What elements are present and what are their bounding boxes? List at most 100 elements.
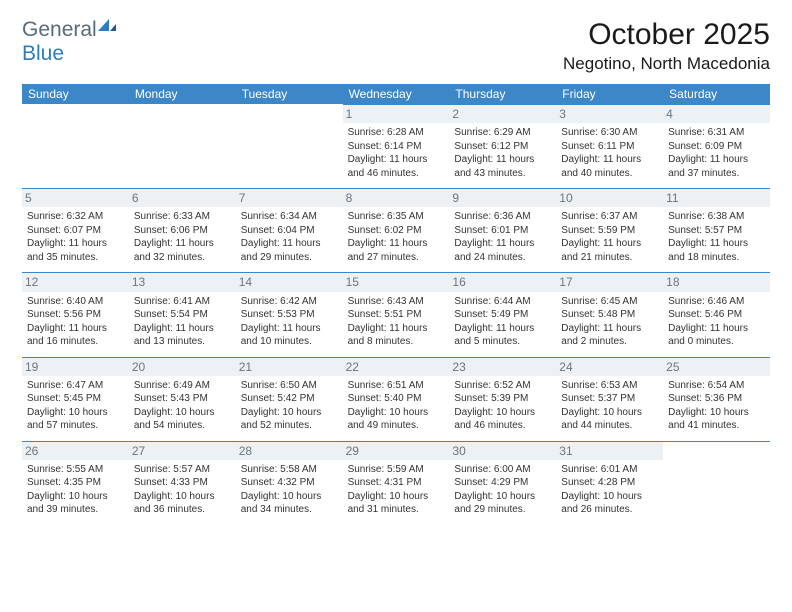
day-number: 10 <box>556 189 663 207</box>
sunrise-line: Sunrise: 6:46 AM <box>668 295 765 309</box>
sunrise-line: Sunrise: 6:30 AM <box>561 126 658 140</box>
sunset-line: Sunset: 4:31 PM <box>348 476 445 490</box>
sunrise-line: Sunrise: 6:00 AM <box>454 463 551 477</box>
sunset-line: Sunset: 6:02 PM <box>348 224 445 238</box>
day-cell: 11Sunrise: 6:38 AMSunset: 5:57 PMDayligh… <box>663 188 770 272</box>
daylight-line: Daylight: 10 hours and 41 minutes. <box>668 406 765 433</box>
day-cell: 20Sunrise: 6:49 AMSunset: 5:43 PMDayligh… <box>129 357 236 441</box>
sunrise-line: Sunrise: 6:40 AM <box>27 295 124 309</box>
sunset-line: Sunset: 6:06 PM <box>134 224 231 238</box>
day-number: 5 <box>22 189 129 207</box>
calendar-week-row: 26Sunrise: 5:55 AMSunset: 4:35 PMDayligh… <box>22 441 770 525</box>
day-cell: 5 Sunrise: 6:32 AMSunset: 6:07 PMDaylight… <box>22 188 129 272</box>
day-cell: 12Sunrise: 6:40 AMSunset: 5:56 PMDayligh… <box>22 272 129 356</box>
day-number: 1 <box>343 105 450 123</box>
day-cell: 31Sunrise: 6:01 AMSunset: 4:28 PMDayligh… <box>556 441 663 525</box>
daylight-line: Daylight: 11 hours and 27 minutes. <box>348 237 445 264</box>
day-number: 27 <box>129 442 236 460</box>
daylight-line: Daylight: 10 hours and 52 minutes. <box>241 406 338 433</box>
day-number: 19 <box>22 358 129 376</box>
daylight-line: Daylight: 11 hours and 10 minutes. <box>241 322 338 349</box>
day-cell: 19 Sunrise: 6:47 AMSunset: 5:45 PMDayligh… <box>22 357 129 441</box>
title-block: October 2025 Negotino, North Macedonia <box>563 18 770 74</box>
day-number: 8 <box>343 189 450 207</box>
day-cell: 29Sunrise: 5:59 AMSunset: 4:31 PMDayligh… <box>343 441 450 525</box>
empty-cell <box>236 104 343 188</box>
sunset-line: Sunset: 5:42 PM <box>241 392 338 406</box>
header: General Blue October 2025 Negotino, Nort… <box>22 18 770 74</box>
sunrise-line: Sunrise: 6:43 AM <box>348 295 445 309</box>
day-number: 14 <box>236 273 343 291</box>
daylight-line: Daylight: 11 hours and 8 minutes. <box>348 322 445 349</box>
weekday-header: Wednesday <box>343 84 450 104</box>
sunset-line: Sunset: 6:04 PM <box>241 224 338 238</box>
daylight-line: Daylight: 10 hours and 39 minutes. <box>27 490 124 517</box>
day-cell: 22Sunrise: 6:51 AMSunset: 5:40 PMDayligh… <box>343 357 450 441</box>
day-cell: 16Sunrise: 6:44 AMSunset: 5:49 PMDayligh… <box>449 272 556 356</box>
daylight-line: Daylight: 11 hours and 24 minutes. <box>454 237 551 264</box>
daylight-line: Daylight: 11 hours and 37 minutes. <box>668 153 765 180</box>
day-cell: 2Sunrise: 6:29 AMSunset: 6:12 PMDaylight… <box>449 104 556 188</box>
daylight-line: Daylight: 11 hours and 16 minutes. <box>27 322 124 349</box>
day-cell: 14Sunrise: 6:42 AMSunset: 5:53 PMDayligh… <box>236 272 343 356</box>
calendar-body: 1Sunrise: 6:28 AMSunset: 6:14 PMDaylight… <box>22 104 770 525</box>
sunrise-line: Sunrise: 6:28 AM <box>348 126 445 140</box>
day-number: 15 <box>343 273 450 291</box>
calendar-week-row: 12Sunrise: 6:40 AMSunset: 5:56 PMDayligh… <box>22 272 770 356</box>
sunset-line: Sunset: 5:45 PM <box>27 392 124 406</box>
sunrise-line: Sunrise: 6:42 AM <box>241 295 338 309</box>
calendar-week-row: 1Sunrise: 6:28 AMSunset: 6:14 PMDaylight… <box>22 104 770 188</box>
sunset-line: Sunset: 4:32 PM <box>241 476 338 490</box>
day-cell: 23Sunrise: 6:52 AMSunset: 5:39 PMDayligh… <box>449 357 556 441</box>
sunset-line: Sunset: 5:43 PM <box>134 392 231 406</box>
daylight-line: Daylight: 10 hours and 36 minutes. <box>134 490 231 517</box>
day-cell: 21Sunrise: 6:50 AMSunset: 5:42 PMDayligh… <box>236 357 343 441</box>
day-number: 29 <box>343 442 450 460</box>
day-cell: 13Sunrise: 6:41 AMSunset: 5:54 PMDayligh… <box>129 272 236 356</box>
day-cell: 28Sunrise: 5:58 AMSunset: 4:32 PMDayligh… <box>236 441 343 525</box>
sunrise-line: Sunrise: 6:37 AM <box>561 210 658 224</box>
day-cell: 3Sunrise: 6:30 AMSunset: 6:11 PMDaylight… <box>556 104 663 188</box>
daylight-line: Daylight: 10 hours and 54 minutes. <box>134 406 231 433</box>
sunset-line: Sunset: 6:01 PM <box>454 224 551 238</box>
day-number: 18 <box>663 273 770 291</box>
sunrise-line: Sunrise: 6:52 AM <box>454 379 551 393</box>
sunset-line: Sunset: 5:37 PM <box>561 392 658 406</box>
daylight-line: Daylight: 10 hours and 49 minutes. <box>348 406 445 433</box>
day-number: 12 <box>22 273 129 291</box>
sunrise-line: Sunrise: 6:32 AM <box>27 210 124 224</box>
daylight-line: Daylight: 11 hours and 35 minutes. <box>27 237 124 264</box>
daylight-line: Daylight: 11 hours and 2 minutes. <box>561 322 658 349</box>
sunset-line: Sunset: 6:07 PM <box>27 224 124 238</box>
day-number: 11 <box>663 189 770 207</box>
sunset-line: Sunset: 5:54 PM <box>134 308 231 322</box>
day-cell: 26Sunrise: 5:55 AMSunset: 4:35 PMDayligh… <box>22 441 129 525</box>
sunset-line: Sunset: 5:57 PM <box>668 224 765 238</box>
day-number: 26 <box>22 442 129 460</box>
weekday-header: Thursday <box>449 84 556 104</box>
day-cell: 27Sunrise: 5:57 AMSunset: 4:33 PMDayligh… <box>129 441 236 525</box>
day-cell: 18Sunrise: 6:46 AMSunset: 5:46 PMDayligh… <box>663 272 770 356</box>
sunrise-line: Sunrise: 6:44 AM <box>454 295 551 309</box>
sunset-line: Sunset: 6:12 PM <box>454 140 551 154</box>
daylight-line: Daylight: 11 hours and 29 minutes. <box>241 237 338 264</box>
sunset-line: Sunset: 4:29 PM <box>454 476 551 490</box>
day-cell: 30Sunrise: 6:00 AMSunset: 4:29 PMDayligh… <box>449 441 556 525</box>
daylight-line: Daylight: 11 hours and 5 minutes. <box>454 322 551 349</box>
sunrise-line: Sunrise: 6:29 AM <box>454 126 551 140</box>
month-title: October 2025 <box>563 18 770 52</box>
daylight-line: Daylight: 10 hours and 44 minutes. <box>561 406 658 433</box>
sunrise-line: Sunrise: 6:49 AM <box>134 379 231 393</box>
day-cell: 9Sunrise: 6:36 AMSunset: 6:01 PMDaylight… <box>449 188 556 272</box>
sunset-line: Sunset: 5:49 PM <box>454 308 551 322</box>
day-number: 31 <box>556 442 663 460</box>
day-number: 3 <box>556 105 663 123</box>
sunrise-line: Sunrise: 6:47 AM <box>27 379 124 393</box>
weekday-header: Friday <box>556 84 663 104</box>
daylight-line: Daylight: 10 hours and 57 minutes. <box>27 406 124 433</box>
weekday-header: Tuesday <box>236 84 343 104</box>
day-number: 25 <box>663 358 770 376</box>
day-number: 6 <box>129 189 236 207</box>
calendar-week-row: 19Sunrise: 6:47 AMSunset: 5:45 PMDayligh… <box>22 357 770 441</box>
day-number: 23 <box>449 358 556 376</box>
